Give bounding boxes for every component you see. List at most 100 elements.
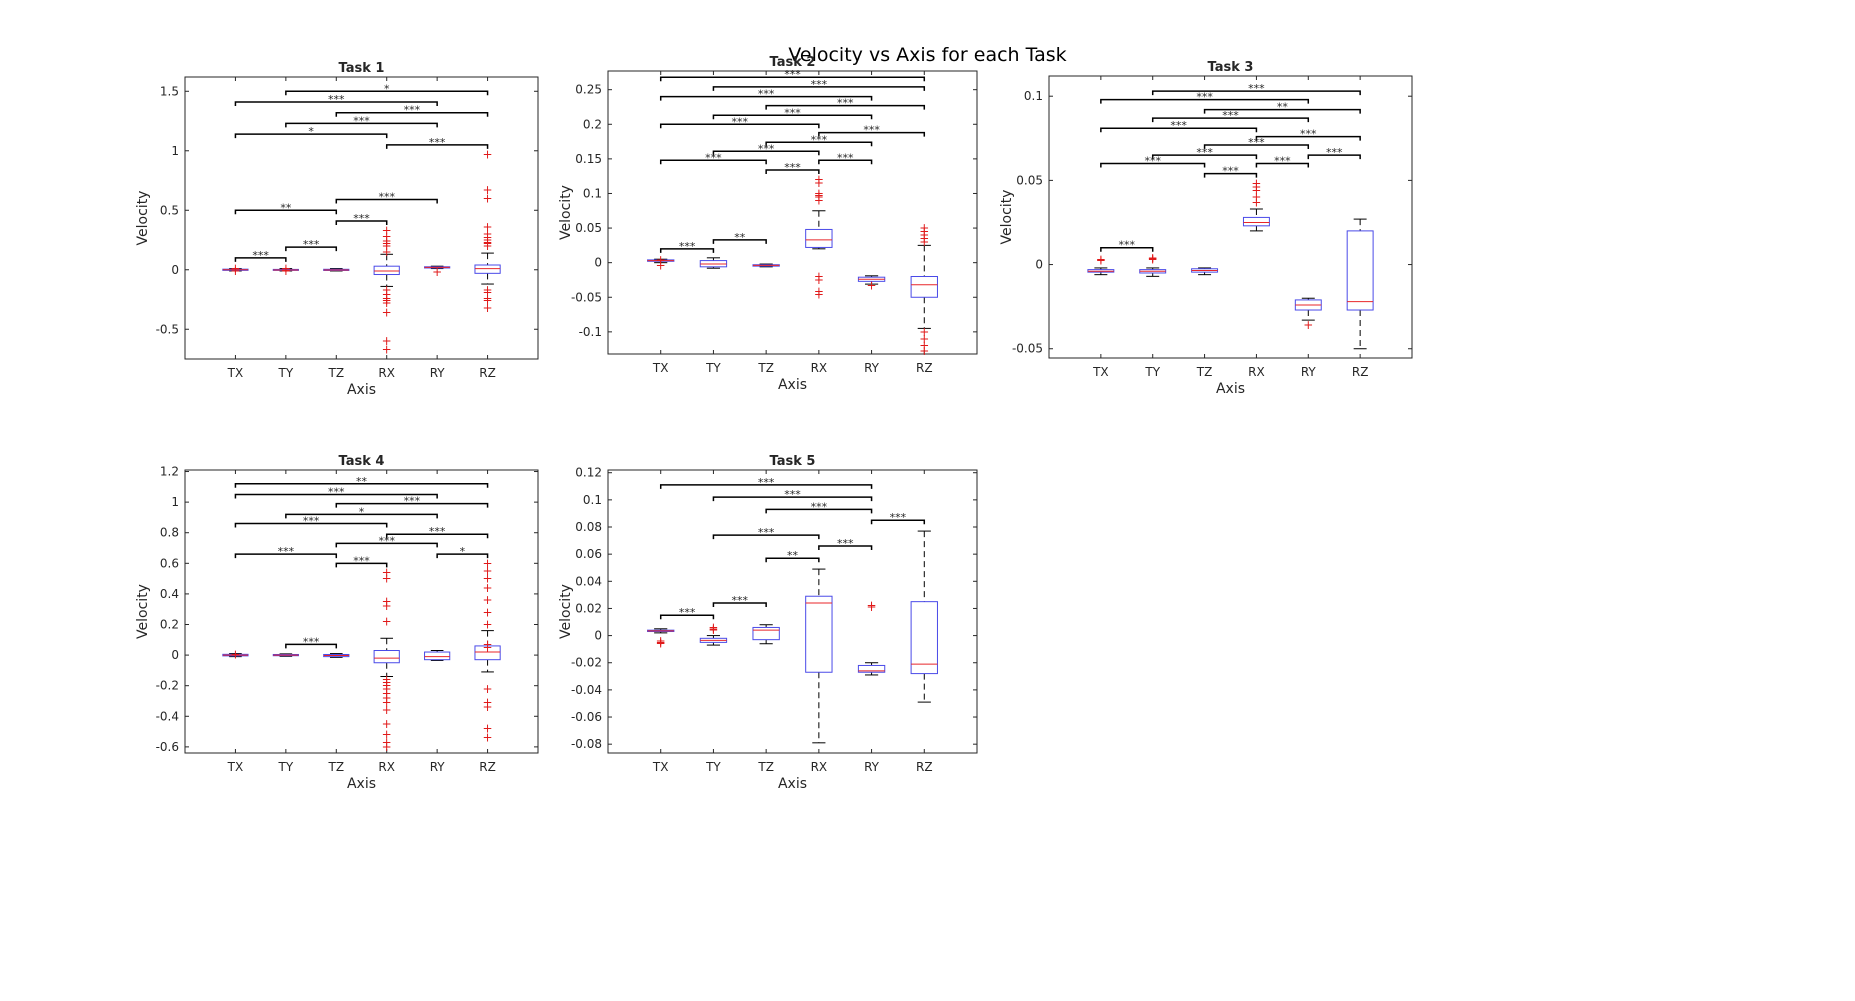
outlier-marker: +	[483, 696, 493, 710]
significance-bracket: ***	[659, 68, 926, 82]
x-tick-label: TX	[652, 361, 669, 375]
x-tick-label: RZ	[479, 760, 496, 774]
outlier-marker: +	[483, 285, 493, 299]
x-tick-label: TX	[652, 760, 669, 774]
y-tick-label: 0.15	[575, 152, 602, 166]
outlier-marker: +	[1251, 180, 1261, 194]
outlier-marker: +	[656, 635, 666, 649]
y-tick-label: 0.4	[160, 587, 179, 601]
bracket-line	[712, 496, 873, 502]
significance-bracket: ***	[385, 136, 489, 149]
x-tick-label: RX	[811, 361, 828, 375]
significance-label: **	[1277, 101, 1289, 114]
outlier-marker: +	[483, 220, 493, 234]
significance-bracket: ***	[712, 106, 873, 119]
outlier-marker: +	[382, 599, 392, 613]
significance-label: *	[460, 545, 466, 558]
significance-bracket: ***	[1151, 146, 1258, 160]
outlier-marker: +	[382, 572, 392, 586]
bracket-line	[285, 513, 438, 519]
significance-label: **	[787, 549, 799, 562]
bracket-line	[335, 562, 388, 568]
significance-label: **	[734, 231, 746, 244]
box-iqr	[373, 650, 400, 664]
y-tick-label: 0.6	[160, 556, 179, 570]
outlier-marker: +	[1148, 252, 1158, 266]
significance-label: ***	[1274, 155, 1291, 168]
bracket-line	[285, 122, 438, 128]
significance-label: ***	[303, 515, 320, 528]
y-axis-label: Velocity	[999, 190, 1015, 245]
y-axis-label: Velocity	[558, 185, 574, 240]
outlier-marker: +	[1096, 253, 1106, 267]
significance-label: ***	[378, 191, 395, 204]
x-tick-label: TY	[1144, 365, 1160, 379]
outlier-marker: +	[1148, 251, 1158, 265]
outlier-marker: +	[814, 176, 824, 190]
bracket-line	[234, 522, 388, 528]
y-tick-label: 0.5	[160, 203, 179, 217]
significance-label: ***	[811, 78, 828, 91]
y-axis-label: Velocity	[135, 584, 151, 639]
outlier-marker: +	[382, 306, 392, 320]
significance-label: **	[280, 201, 292, 214]
bracket-line	[436, 553, 489, 559]
y-tick-label: 1	[171, 144, 179, 158]
x-tick-label: RY	[1301, 365, 1317, 379]
x-tick-label: RX	[378, 760, 395, 774]
box-TZ	[1191, 267, 1219, 276]
subplot-title: Task 5	[770, 454, 816, 469]
bracket-line	[1203, 108, 1361, 114]
task-5-subplot: -0.08 -0.06 -0.04 -0.02 0 0.02 0.04 0.06 0.08 0.1…	[558, 454, 978, 792]
outlier-marker: +	[814, 173, 824, 187]
box-TY	[272, 653, 299, 657]
significance-bracket: **	[1203, 101, 1361, 114]
significance-label: ***	[863, 124, 880, 137]
outlier-marker: +	[382, 696, 392, 710]
bracket-line	[712, 150, 820, 156]
outlier-marker: +	[382, 728, 392, 742]
significance-bracket: ***	[659, 606, 715, 620]
significance-label: ***	[1222, 109, 1239, 122]
box-iqr	[222, 653, 249, 657]
significance-bracket: ***	[659, 151, 767, 165]
x-tick-label: TY	[278, 366, 294, 380]
y-tick-label: -0.08	[571, 737, 602, 751]
outlier-marker: +	[483, 581, 493, 595]
significance-label: ***	[1248, 136, 1265, 149]
box-iqr	[647, 629, 675, 633]
bracket-line	[870, 519, 926, 525]
y-axis-label: Velocity	[558, 584, 574, 639]
box-TZ	[752, 624, 780, 645]
box-RZ	[910, 530, 938, 703]
significance-bracket: ***	[765, 500, 873, 513]
significance-bracket: ***	[818, 537, 873, 551]
outlier-marker: +	[1251, 183, 1261, 197]
outlier-marker: +	[919, 221, 929, 235]
bracket-line	[1100, 162, 1206, 168]
box-TY	[699, 257, 728, 269]
y-tick-label: 0	[1035, 258, 1043, 272]
axes-frame	[184, 76, 539, 360]
x-axis-label: Axis	[347, 382, 376, 398]
outlier-marker: +	[814, 287, 824, 301]
significance-bracket: ***	[234, 249, 287, 262]
y-tick-label: 0	[171, 648, 179, 662]
outlier-marker: +	[483, 722, 493, 736]
significance-label: ***	[303, 635, 320, 648]
significance-bracket: ***	[234, 93, 438, 106]
bracket-line	[1203, 172, 1258, 178]
outlier-marker: +	[483, 227, 493, 241]
box-TY: ++	[272, 262, 299, 278]
significance-label: ***	[252, 249, 269, 262]
significance-bracket: *	[436, 545, 489, 559]
y-tick-label: -0.02	[571, 656, 602, 670]
significance-bracket: ***	[712, 488, 873, 502]
x-tick-label: RX	[378, 366, 395, 380]
outlier-marker: +	[382, 229, 392, 243]
outlier-marker: +	[814, 270, 824, 284]
outlier-marker: +	[1303, 318, 1313, 332]
significance-label: ***	[404, 104, 421, 117]
outlier-marker: +	[483, 301, 493, 315]
outlier-marker: +	[382, 686, 392, 700]
